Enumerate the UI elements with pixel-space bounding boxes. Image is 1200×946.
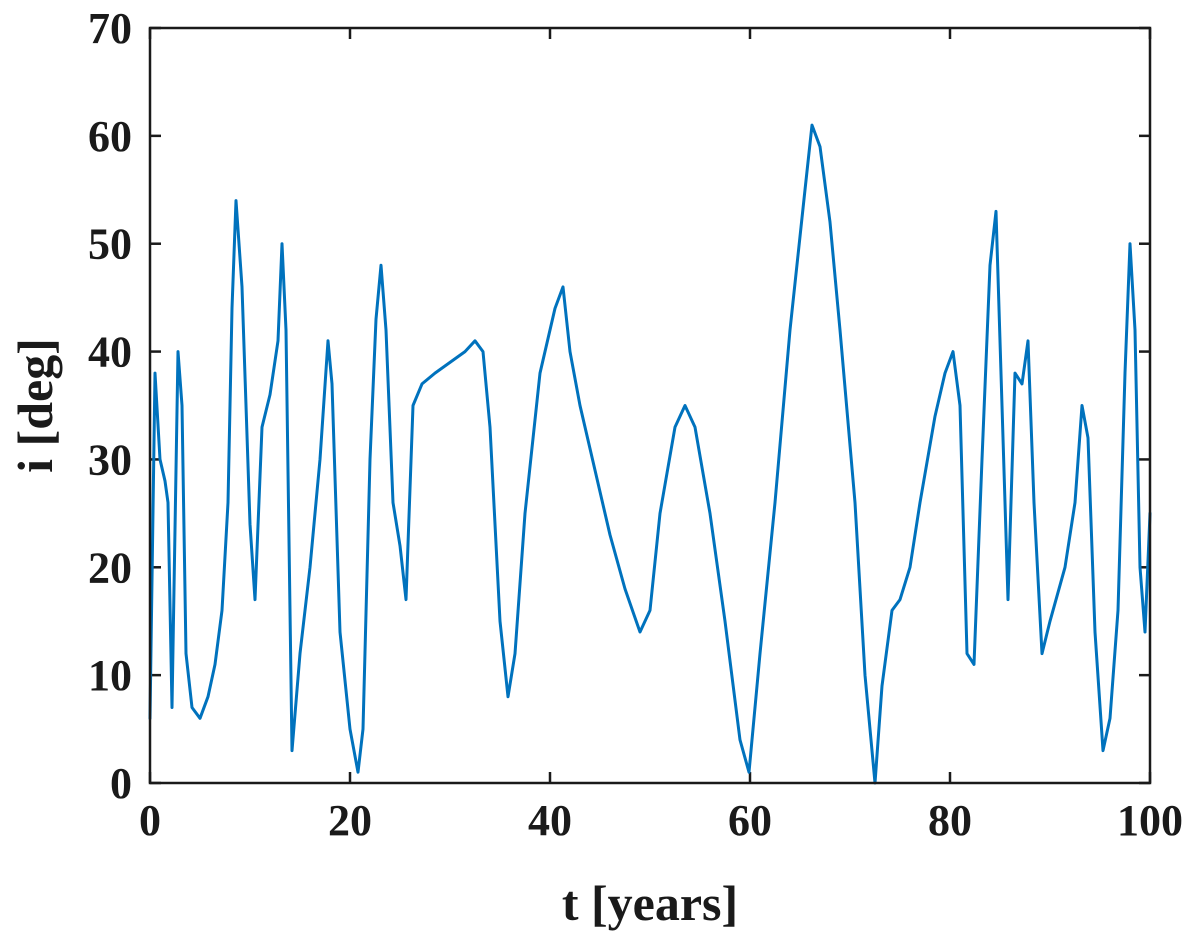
x-tick-label: 60 <box>728 796 772 845</box>
x-axis-label: t [years] <box>562 875 738 931</box>
y-tick-label: 40 <box>88 328 132 377</box>
y-tick-label: 20 <box>88 543 132 592</box>
series-line <box>148 123 1152 785</box>
y-tick-label: 50 <box>88 220 132 269</box>
y-tick-label: 30 <box>88 435 132 484</box>
x-tick-label: 80 <box>928 796 972 845</box>
series-layer <box>148 123 1152 785</box>
y-tick-label: 60 <box>88 112 132 161</box>
x-tick-label: 40 <box>528 796 572 845</box>
y-tick-label: 0 <box>110 759 132 808</box>
y-tick-label: 70 <box>88 4 132 53</box>
x-tick-label: 20 <box>328 796 372 845</box>
tick-labels-layer: 0 20 40 60 80 100 0 10 20 30 40 50 60 70 <box>88 4 1183 845</box>
plot-frame <box>148 26 1152 785</box>
y-tick-label: 10 <box>88 651 132 700</box>
x-tick-label: 0 <box>139 796 161 845</box>
y-axis-label: i [deg] <box>7 338 63 473</box>
x-tick-label: 100 <box>1117 796 1183 845</box>
